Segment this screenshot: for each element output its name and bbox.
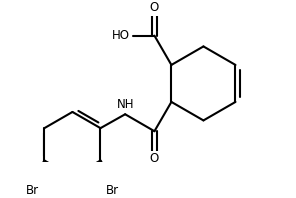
Text: Br: Br (25, 184, 39, 197)
Text: O: O (150, 152, 159, 166)
Text: NH: NH (116, 98, 134, 111)
Text: O: O (150, 1, 159, 14)
Text: HO: HO (112, 29, 130, 42)
Text: Br: Br (106, 184, 119, 197)
